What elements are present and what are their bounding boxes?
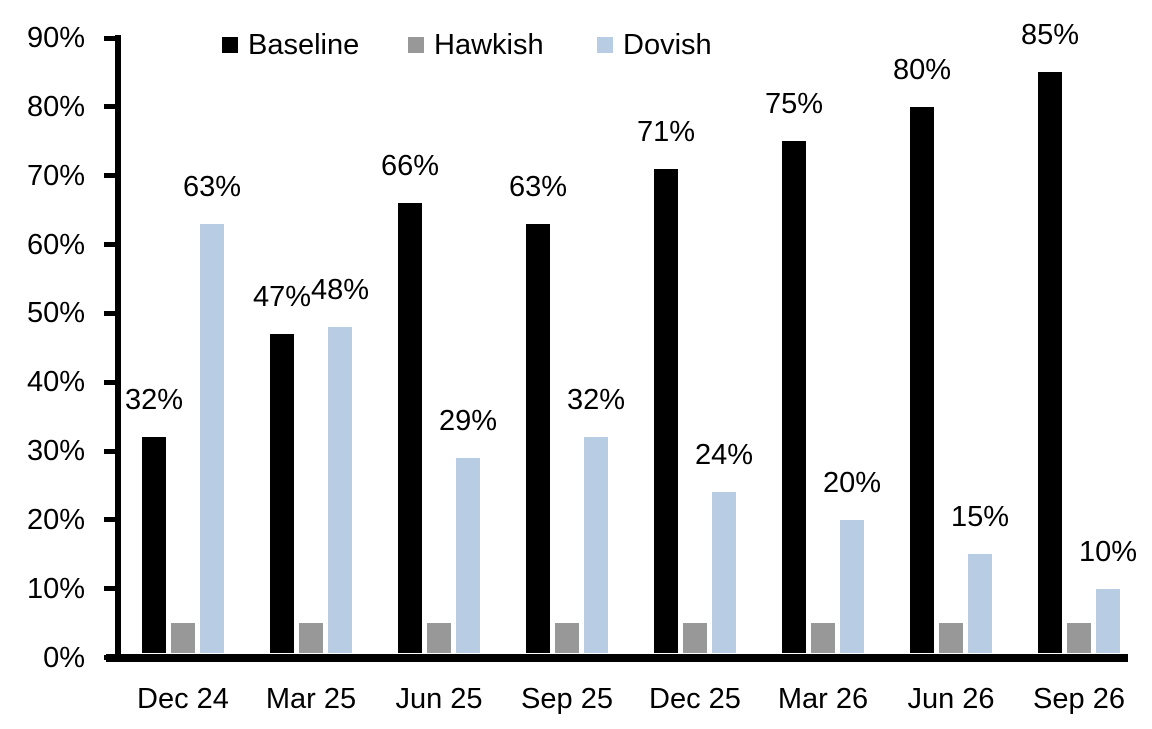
legend-item-dovish: Dovish (597, 28, 712, 62)
value-label: 20% (822, 466, 882, 499)
legend-label: Baseline (248, 29, 360, 61)
value-label: 63% (508, 170, 568, 203)
bar-baseline (526, 223, 550, 654)
bar-hawkish (683, 623, 707, 654)
bar-dovish (456, 457, 480, 654)
value-label: 32% (566, 384, 626, 417)
value-label: 75% (764, 88, 824, 121)
bar-hawkish (171, 623, 195, 654)
legend-swatch-hawkish (408, 37, 424, 53)
y-axis-tick (104, 310, 115, 316)
legend-swatch-baseline (222, 37, 238, 53)
y-axis-tick (104, 448, 115, 454)
x-axis-category-label: Mar 26 (777, 683, 869, 715)
value-label: 24% (694, 439, 754, 472)
bar-dovish (328, 327, 352, 654)
value-label: 48% (310, 274, 370, 307)
bar-dovish (712, 492, 736, 654)
bar-hawkish (939, 623, 963, 654)
y-axis-tick-label: 20% (26, 503, 85, 536)
bar-hawkish (555, 623, 579, 654)
bar-hawkish (1067, 623, 1091, 654)
x-axis-category-label: Jun 25 (395, 683, 483, 715)
y-axis-tick (104, 242, 115, 247)
x-axis-category-label: Mar 25 (265, 683, 357, 715)
y-axis-tick-label: 10% (26, 572, 85, 605)
y-axis-tick-label: 70% (26, 159, 85, 192)
bar-hawkish (811, 623, 835, 654)
bar-dovish (840, 519, 864, 654)
legend-swatch-dovish (597, 37, 613, 53)
value-label: 66% (380, 150, 440, 183)
bar-baseline (1038, 72, 1062, 654)
bar-dovish (968, 554, 992, 654)
bar-dovish (200, 223, 224, 654)
y-axis-tick-label: 50% (26, 297, 85, 330)
y-axis-tick-label: 60% (26, 228, 85, 261)
legend-label: Dovish (623, 29, 712, 61)
value-label: 85% (1020, 19, 1080, 52)
y-axis-tick-label: 30% (26, 435, 85, 467)
bar-dovish (1096, 588, 1120, 654)
value-label: 63% (182, 170, 242, 203)
value-label: 32% (124, 384, 184, 417)
y-axis-tick (104, 517, 115, 523)
legend-label: Hawkish (434, 29, 544, 61)
value-label: 71% (636, 115, 696, 148)
value-label: 15% (950, 501, 1010, 534)
y-axis-line (114, 35, 121, 662)
y-axis-tick (104, 586, 115, 592)
bar-baseline (270, 333, 294, 654)
value-label: 80% (892, 53, 952, 86)
x-axis-line (106, 653, 1128, 662)
x-axis-category-label: Jun 26 (907, 683, 995, 715)
x-axis-category-label: Sep 25 (521, 683, 613, 715)
bar-baseline (782, 141, 806, 654)
y-axis-tick (104, 173, 115, 179)
legend-item-hawkish: Hawkish (408, 28, 544, 62)
x-axis-category-label: Sep 26 (1033, 683, 1125, 715)
y-axis-tick-label: 0% (43, 641, 85, 674)
value-label: 29% (438, 404, 498, 437)
y-axis-tick (104, 104, 115, 110)
bar-hawkish (427, 623, 451, 654)
bar-baseline (910, 106, 934, 654)
y-axis-tick-label: 40% (26, 366, 85, 399)
bar-baseline (654, 168, 678, 654)
x-axis-category-label: Dec 24 (137, 683, 229, 715)
y-axis-tick-label: 90% (26, 22, 85, 54)
legend-item-baseline: Baseline (222, 28, 359, 62)
x-axis-category-label: Dec 25 (649, 683, 741, 715)
value-label: 47% (252, 280, 312, 313)
bar-baseline (142, 437, 166, 654)
y-axis-tick-label: 80% (26, 90, 85, 123)
y-axis-tick (104, 379, 115, 385)
bar-hawkish (299, 623, 323, 654)
bar-baseline (398, 203, 422, 654)
value-label: 10% (1078, 535, 1138, 568)
y-axis-tick (104, 35, 115, 41)
bar-dovish (584, 437, 608, 654)
